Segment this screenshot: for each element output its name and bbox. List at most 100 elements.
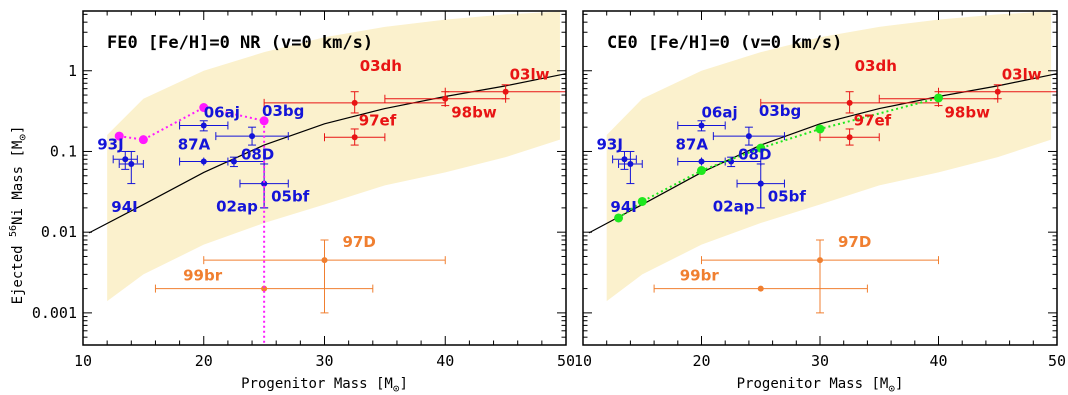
sn-06aj — [179, 120, 229, 132]
model-point — [815, 124, 825, 134]
y-tick-label: 0.1 — [50, 142, 77, 160]
sn-97D — [701, 239, 939, 314]
sn-99br — [154, 284, 374, 293]
uncertainty-band — [107, 11, 560, 302]
model-curve — [588, 73, 1057, 234]
x-tick-label: 20 — [692, 352, 710, 370]
sn-point — [757, 285, 764, 292]
sn-point — [502, 88, 509, 95]
sn-97D — [203, 239, 446, 314]
x-axis-label: Progenitor Mass [M⊙] — [737, 376, 904, 395]
sn-point — [122, 156, 129, 163]
sn-point — [846, 99, 853, 106]
sn-label-06aj: 06aj — [204, 103, 240, 121]
sn-point — [249, 133, 256, 140]
sn-label-99br: 99br — [680, 267, 720, 285]
x-axis-label: Progenitor Mass [M⊙] — [241, 376, 408, 395]
sn-97ef — [819, 128, 880, 146]
sn-point — [757, 180, 764, 187]
y-tick-label: 0.01 — [41, 223, 77, 241]
sn-06aj — [677, 120, 726, 132]
panel-title: FE0 [Fe/H]=0 NR (v=0 km/s) — [107, 33, 373, 53]
sn-label-87A: 87A — [178, 136, 211, 154]
model-point — [934, 93, 943, 103]
uncertainty-band — [606, 11, 1052, 302]
right-panel-chart: 93J 94I 06aj 87A 08D 03bg 05bf 02ap 03dh 97ef 98bw… — [574, 10, 1066, 395]
sn-point — [442, 95, 449, 102]
sn-93J — [612, 150, 637, 170]
sn-97ef — [324, 128, 386, 146]
x-tick-label: 50 — [1048, 352, 1066, 370]
model-point — [614, 213, 624, 223]
sn-point — [698, 122, 705, 129]
y-tick-label: 1 — [68, 62, 77, 80]
sn-point — [351, 99, 358, 106]
sn-label-87A: 87A — [676, 136, 709, 154]
sn-99br — [653, 284, 868, 293]
sn-point — [230, 158, 237, 165]
sn-03lw — [938, 84, 1057, 100]
sn-label-03bg: 03bg — [759, 102, 801, 120]
sn-label-93J: 93J — [596, 135, 622, 153]
plot-area — [88, 11, 566, 345]
x-tick-label: 10 — [74, 352, 92, 370]
sn-point — [627, 160, 634, 167]
plot-area — [588, 11, 1057, 314]
x-tick-label: 50 — [557, 352, 575, 370]
model-curve — [88, 73, 566, 234]
sn-point — [351, 134, 358, 141]
sn-94I — [118, 150, 144, 185]
sn-label-03bg: 03bg — [262, 102, 304, 120]
sn-label-98bw: 98bw — [945, 104, 991, 122]
model-points — [114, 103, 269, 345]
sn-03bg — [712, 126, 785, 146]
sn-93J — [112, 150, 138, 170]
sn-label-05bf: 05bf — [768, 188, 807, 206]
sn-point — [261, 285, 268, 292]
y-tick-label: 0.001 — [32, 304, 77, 322]
sn-label-99br: 99br — [183, 267, 223, 285]
model-points-line — [617, 97, 939, 219]
y-axis-label: Ejected 56Ni Mass [M⊙] — [8, 126, 29, 305]
model-point — [114, 131, 124, 141]
sn-label-08D: 08D — [738, 146, 771, 164]
sn-label-03lw: 03lw — [510, 66, 550, 84]
sn-label-97D: 97D — [838, 233, 871, 251]
sn-label-98bw: 98bw — [451, 104, 497, 122]
sn-03bg — [215, 126, 289, 146]
x-tick-label: 10 — [574, 352, 592, 370]
model-point — [199, 103, 209, 113]
sn-label-97D: 97D — [343, 233, 376, 251]
sn-point — [200, 122, 207, 129]
sn-point — [745, 133, 752, 140]
sn-label-94I: 94I — [610, 198, 636, 216]
x-tick-label: 40 — [436, 352, 454, 370]
sn-point — [994, 88, 1001, 95]
sn-03dh — [760, 91, 939, 114]
model-points — [614, 93, 943, 223]
sn-point — [321, 257, 328, 264]
model-point — [138, 135, 148, 145]
sn-label-03dh: 03dh — [360, 57, 402, 75]
sn-label-03dh: 03dh — [855, 57, 897, 75]
model-point — [259, 116, 269, 126]
sn-label-02ap: 02ap — [713, 198, 755, 216]
model-point — [637, 196, 647, 206]
sn-94I — [618, 150, 643, 185]
x-tick-label: 20 — [195, 352, 213, 370]
x-tick-label: 30 — [811, 352, 829, 370]
sn-label-06aj: 06aj — [702, 103, 738, 121]
sn-point — [261, 180, 268, 187]
x-tick-label: 30 — [315, 352, 333, 370]
sn-point — [817, 257, 823, 264]
sn-point — [621, 156, 628, 163]
panel-title: CE0 [Fe/H]=0 (v=0 km/s) — [607, 33, 842, 53]
sn-03lw — [444, 84, 566, 100]
sn-label-93J: 93J — [97, 135, 123, 153]
sn-label-97ef: 97ef — [854, 111, 892, 129]
left-panel-chart: 93J 94I 06aj 87A 08D 03bg 05bf 02ap 03dh 97ef 98bw… — [32, 10, 575, 395]
sn-02ap — [756, 180, 765, 209]
model-point — [756, 143, 766, 153]
sn-label-02ap: 02ap — [216, 198, 258, 216]
sn-label-05bf: 05bf — [271, 188, 310, 206]
